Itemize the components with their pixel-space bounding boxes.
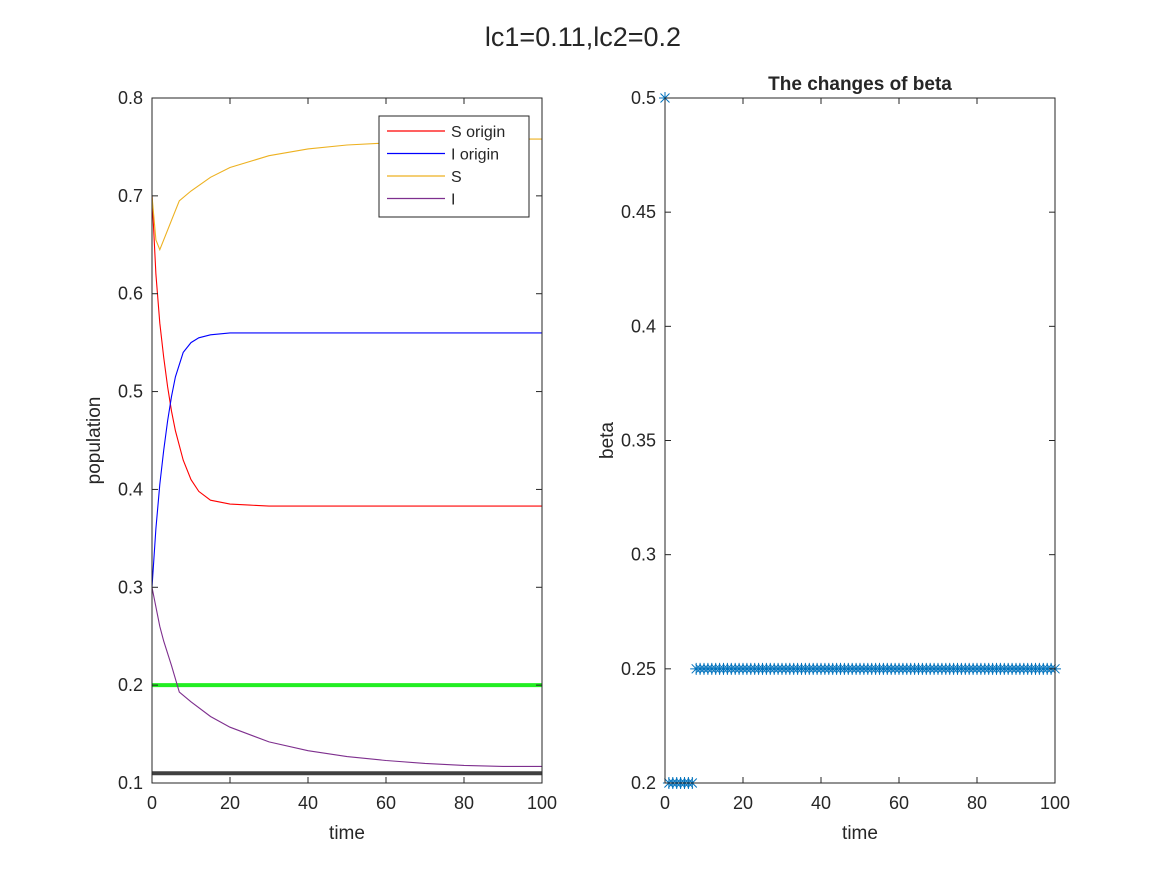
- y-tick-label: 0.2: [118, 675, 143, 695]
- x-tick-label: 20: [220, 793, 240, 813]
- y-tick-label: 0.6: [118, 284, 143, 304]
- y-tick-label: 0.4: [118, 479, 143, 499]
- legend-entry: I origin: [451, 147, 499, 164]
- x-tick-label: 60: [889, 793, 909, 813]
- y-tick-label: 0.5: [118, 382, 143, 402]
- legend-entry: S origin: [451, 124, 505, 141]
- series-line-s-origin: [152, 195, 542, 507]
- axes-box: [151, 97, 543, 784]
- x-tick-label: 80: [967, 793, 987, 813]
- y-tick-label: 0.45: [621, 202, 656, 222]
- x-tick-label: 20: [733, 793, 753, 813]
- x-tick-label: 100: [527, 793, 557, 813]
- y-tick-label: 0.3: [118, 577, 143, 597]
- x-tick-label: 40: [811, 793, 831, 813]
- x-tick-label: 80: [454, 793, 474, 813]
- y-tick-label: 0.8: [118, 88, 143, 108]
- population-axes: 0 20 40 60 80 100 0.1 0.2 0.3 0.4 0.5 0.6 0.7 0.8 time…: [84, 88, 557, 844]
- y-axis-label: beta: [597, 422, 618, 459]
- series-line-i-origin: [152, 332, 542, 588]
- legend-box: [378, 115, 530, 218]
- y-axis-label: population: [84, 397, 105, 485]
- figure-title: lc1=0.11,lc2=0.2: [485, 22, 681, 52]
- x-tick-label: 100: [1040, 793, 1070, 813]
- y-tick-label: 0.3: [631, 545, 656, 565]
- x-tick-label: 0: [147, 793, 157, 813]
- y-tick-label: 0.1: [118, 773, 143, 793]
- y-tick-label: 0.4: [631, 316, 656, 336]
- y-tick-label: 0.25: [621, 659, 656, 679]
- y-tick-label: 0.35: [621, 431, 656, 451]
- y-tick-label: 0.2: [631, 773, 656, 793]
- x-axis-label: time: [842, 823, 878, 844]
- legend-entry: S: [451, 169, 462, 186]
- x-tick-label: 60: [376, 793, 396, 813]
- legend-entry: I: [451, 192, 455, 209]
- plot-content: [152, 138, 542, 776]
- beta-axes: 0 20 40 60 80 100 0.2 0.25 0.3 0.35 0.4 0.45 0.5 time…: [597, 74, 1070, 844]
- axes-title: The changes of beta: [768, 74, 952, 95]
- legend: S origin I origin SI: [378, 115, 530, 218]
- x-tick-label: 40: [298, 793, 318, 813]
- series-line-i: [152, 587, 542, 767]
- plot-area: [665, 98, 1055, 783]
- x-axis-label: time: [329, 823, 365, 844]
- y-tick-label: 0.7: [118, 186, 143, 206]
- x-tick-label: 0: [660, 793, 670, 813]
- y-tick-label: 0.5: [631, 88, 656, 108]
